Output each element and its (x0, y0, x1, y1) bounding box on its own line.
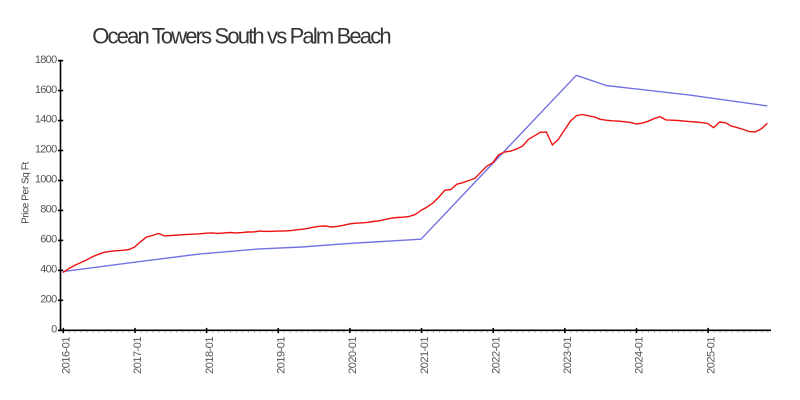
svg-text:2023-01: 2023-01 (562, 337, 574, 374)
svg-text:1400: 1400 (35, 114, 57, 126)
svg-text:1200: 1200 (35, 144, 57, 156)
svg-text:1600: 1600 (35, 84, 57, 96)
svg-text:2018-01: 2018-01 (204, 337, 216, 374)
svg-text:200: 200 (40, 294, 57, 306)
svg-text:2017-01: 2017-01 (132, 337, 144, 374)
svg-text:Ocean Towers South vs Palm Bea: Ocean Towers South vs Palm Beach (92, 24, 390, 49)
svg-text:2022-01: 2022-01 (490, 337, 502, 374)
svg-text:1000: 1000 (35, 174, 57, 186)
svg-text:0: 0 (51, 324, 57, 336)
svg-text:2019-01: 2019-01 (275, 337, 287, 374)
svg-text:2021-01: 2021-01 (419, 337, 431, 374)
svg-text:800: 800 (40, 204, 57, 216)
svg-text:1800: 1800 (35, 54, 57, 66)
svg-text:600: 600 (40, 234, 57, 246)
svg-text:Price Per Sq Ft: Price Per Sq Ft (21, 161, 32, 223)
svg-text:2025-01: 2025-01 (705, 337, 717, 374)
svg-text:2024-01: 2024-01 (634, 337, 646, 374)
svg-text:2016-01: 2016-01 (61, 337, 73, 374)
svg-text:400: 400 (40, 264, 57, 276)
svg-text:2020-01: 2020-01 (347, 337, 359, 374)
